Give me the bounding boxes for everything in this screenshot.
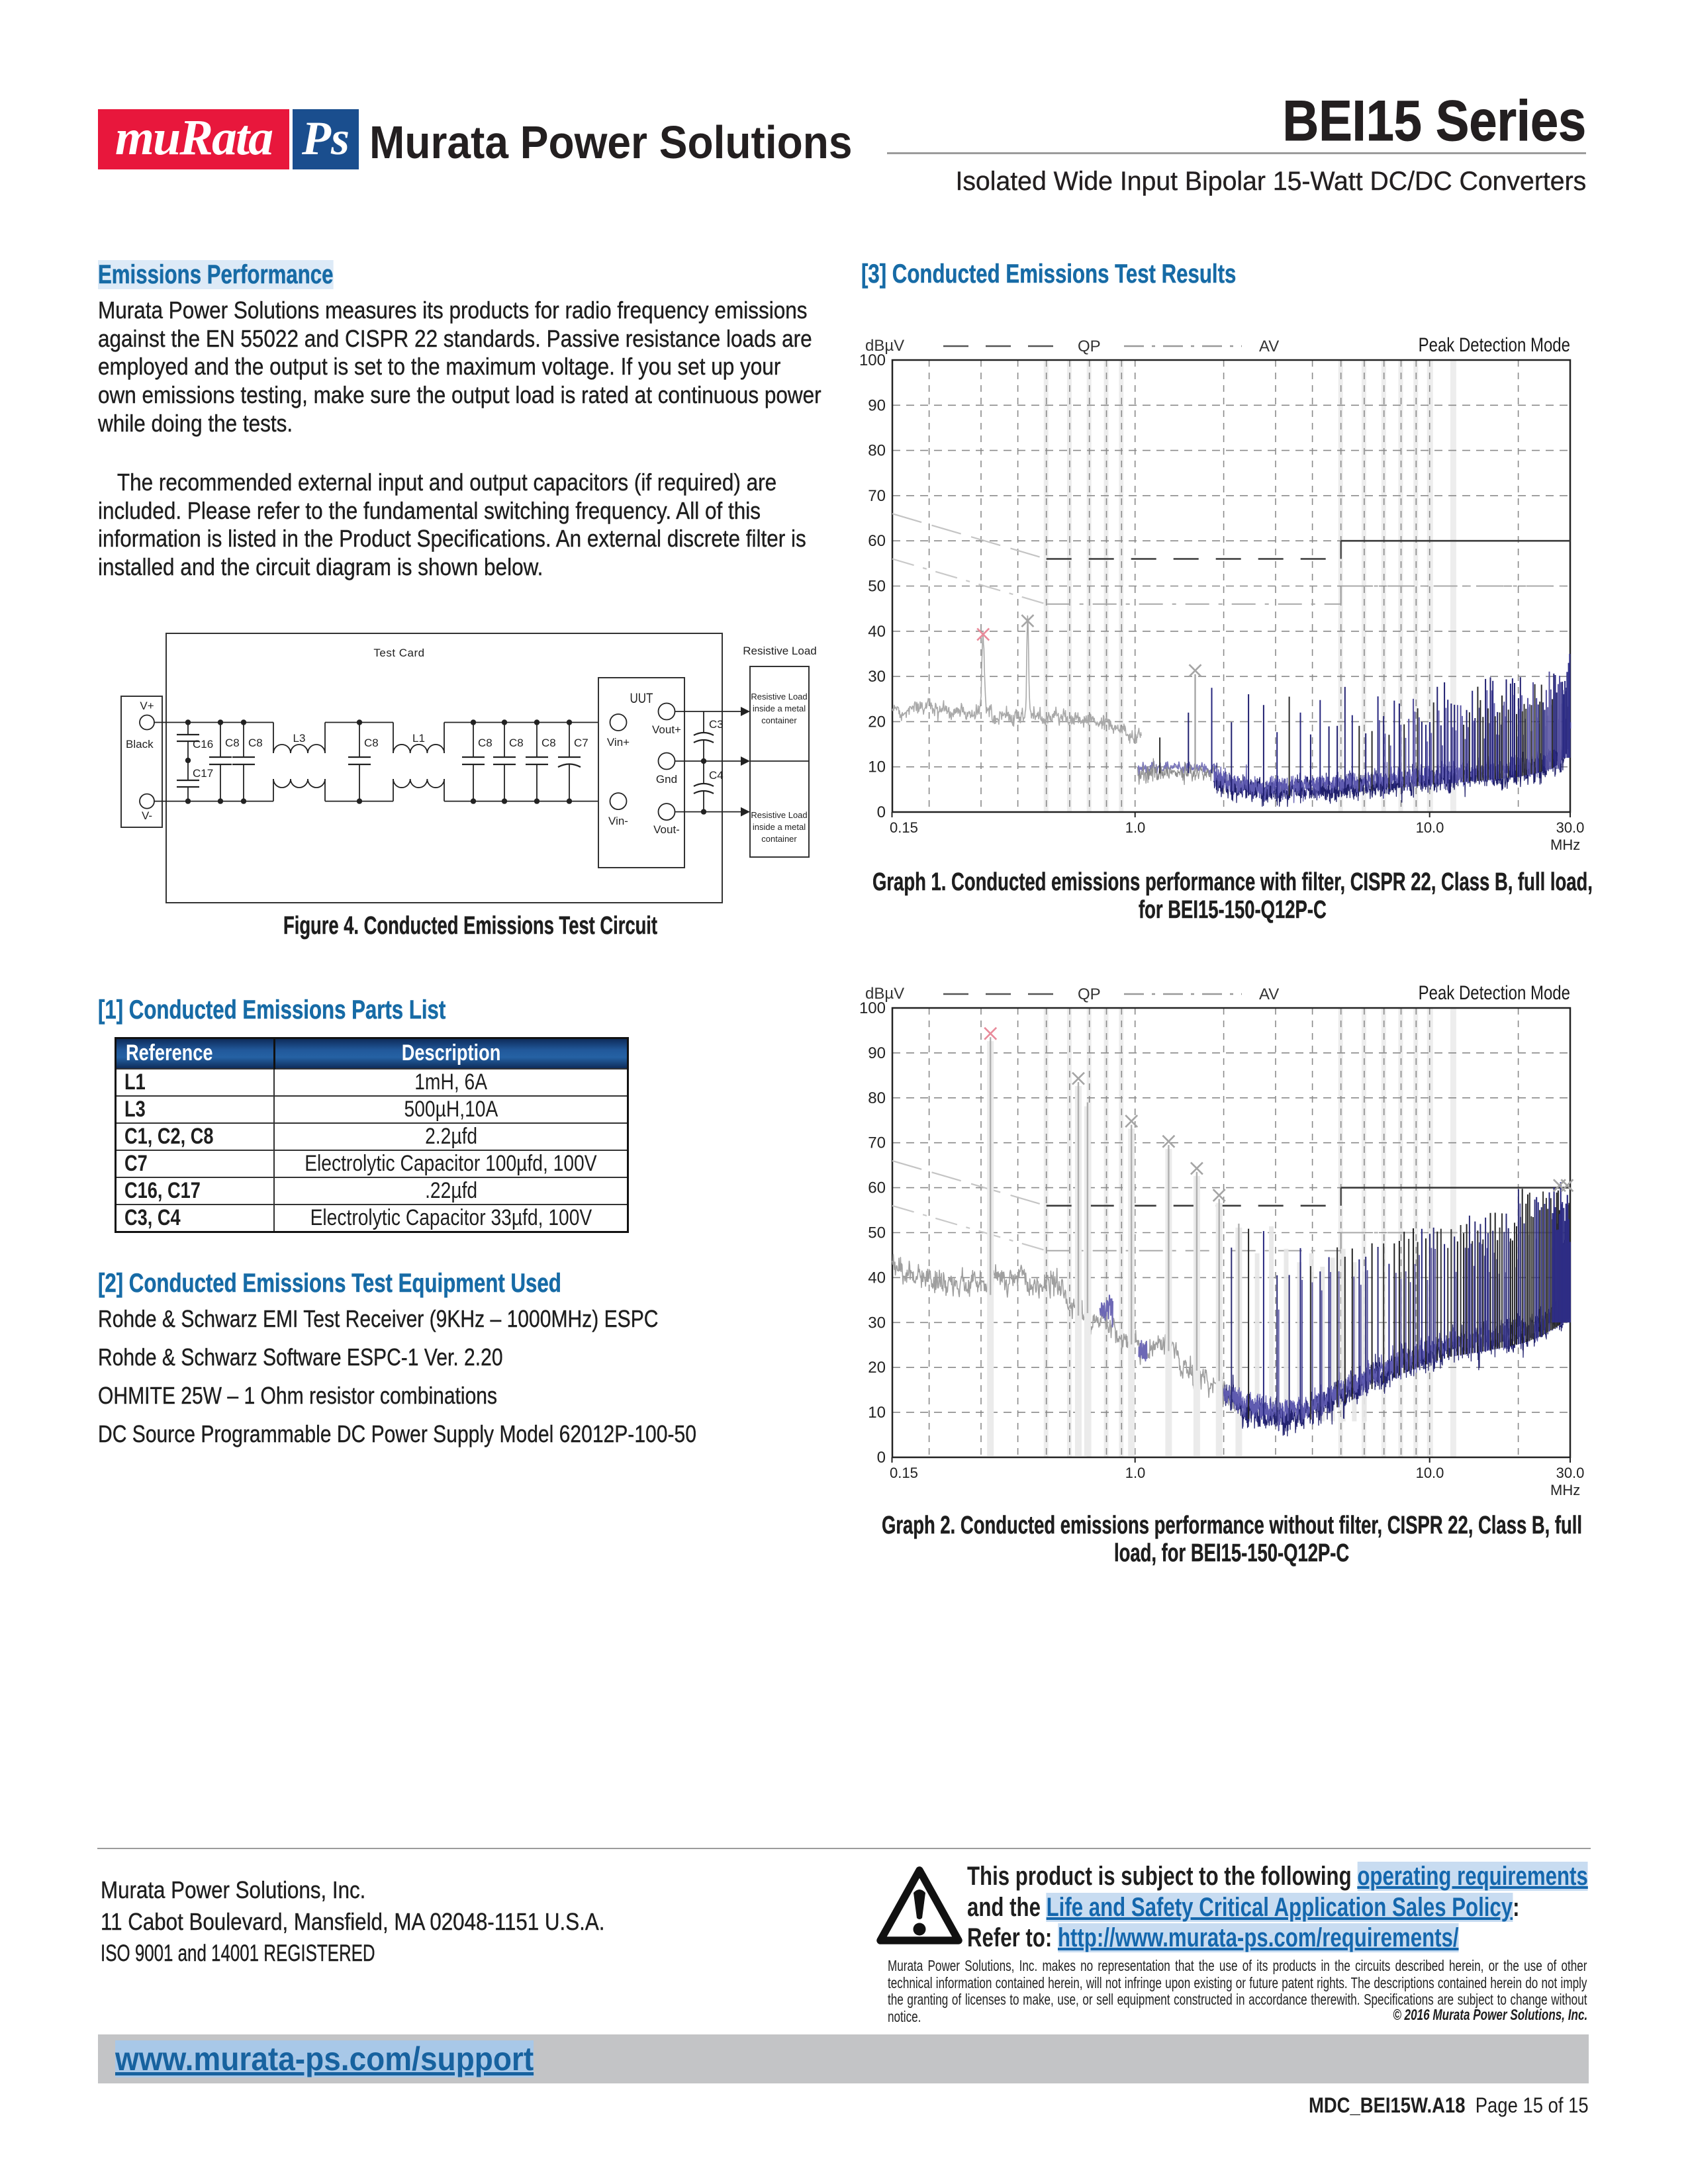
svg-text:30: 30: [868, 668, 886, 686]
svg-text:C16: C16: [193, 738, 213, 751]
svg-text:40: 40: [868, 1269, 886, 1287]
svg-text:C4: C4: [709, 769, 724, 782]
svg-text:0: 0: [877, 1449, 886, 1467]
svg-text:C17: C17: [193, 767, 213, 780]
svg-text:70: 70: [868, 1134, 886, 1152]
svg-text:30.0: 30.0: [1556, 819, 1585, 836]
svg-text:50: 50: [868, 1224, 886, 1242]
svg-text:0: 0: [877, 803, 886, 821]
svg-text:100: 100: [859, 351, 886, 369]
svg-text:V+: V+: [140, 700, 154, 712]
svg-text:inside a metal: inside a metal: [753, 704, 806, 713]
svg-text:C8: C8: [248, 737, 263, 749]
svg-text:10.0: 10.0: [1416, 1465, 1444, 1481]
svg-text:Test Card: Test Card: [373, 647, 424, 659]
svg-text:inside a metal: inside a metal: [753, 822, 806, 832]
svg-text:10: 10: [868, 758, 886, 776]
svg-text:60: 60: [868, 532, 886, 550]
svg-text:C3: C3: [709, 718, 724, 731]
svg-text:100: 100: [859, 999, 886, 1017]
svg-text:Vout+: Vout+: [652, 723, 681, 736]
svg-text:C8: C8: [225, 737, 240, 749]
svg-text:80: 80: [868, 1089, 886, 1107]
svg-text:0.15: 0.15: [890, 819, 918, 836]
svg-text:1.0: 1.0: [1125, 1465, 1146, 1481]
svg-text:70: 70: [868, 487, 886, 505]
svg-text:AV: AV: [1259, 338, 1279, 355]
svg-text:V-: V-: [142, 809, 152, 822]
svg-text:30.0: 30.0: [1556, 1465, 1585, 1481]
svg-text:C8: C8: [364, 737, 379, 749]
svg-text:Resistive Load: Resistive Load: [743, 645, 817, 657]
svg-text:AV: AV: [1259, 985, 1279, 1003]
svg-text:Gnd: Gnd: [656, 773, 677, 786]
svg-text:Vout-: Vout-: [653, 823, 680, 836]
svg-text:10.0: 10.0: [1416, 819, 1444, 836]
svg-text:C8: C8: [478, 737, 492, 749]
svg-text:Vin+: Vin+: [607, 736, 630, 749]
svg-text:QP: QP: [1078, 985, 1101, 1003]
svg-text:1.0: 1.0: [1125, 819, 1146, 836]
svg-text:80: 80: [868, 442, 886, 460]
svg-text:Peak Detection Mode: Peak Detection Mode: [1419, 334, 1570, 356]
svg-text:Resistive Load: Resistive Load: [751, 810, 807, 820]
svg-text:40: 40: [868, 623, 886, 641]
svg-text:C7: C7: [574, 737, 588, 749]
svg-text:dBµV: dBµV: [865, 985, 904, 1003]
svg-text:Peak Detection Mode: Peak Detection Mode: [1419, 981, 1570, 1003]
svg-text:20: 20: [868, 1359, 886, 1377]
svg-text:90: 90: [868, 1044, 886, 1062]
svg-text:0.15: 0.15: [890, 1465, 918, 1481]
svg-text:dBµV: dBµV: [865, 337, 904, 355]
svg-text:L3: L3: [293, 732, 306, 745]
svg-text:C8: C8: [541, 737, 556, 749]
svg-text:C8: C8: [509, 737, 524, 749]
svg-text:20: 20: [868, 713, 886, 731]
svg-text:30: 30: [868, 1314, 886, 1332]
svg-text:Black: Black: [126, 738, 154, 751]
svg-text:Vin-: Vin-: [608, 815, 628, 827]
svg-text:Resistive Load: Resistive Load: [751, 692, 807, 702]
svg-text:90: 90: [868, 396, 886, 414]
svg-text:MHz: MHz: [1550, 837, 1580, 853]
svg-text:container: container: [761, 834, 797, 844]
svg-text:60: 60: [868, 1179, 886, 1197]
svg-text:container: container: [761, 715, 797, 725]
svg-text:MHz: MHz: [1550, 1482, 1580, 1498]
svg-text:50: 50: [868, 578, 886, 596]
svg-text:QP: QP: [1078, 338, 1101, 355]
svg-text:UUT: UUT: [630, 691, 653, 706]
svg-text:L1: L1: [412, 732, 425, 745]
svg-text:10: 10: [868, 1404, 886, 1422]
